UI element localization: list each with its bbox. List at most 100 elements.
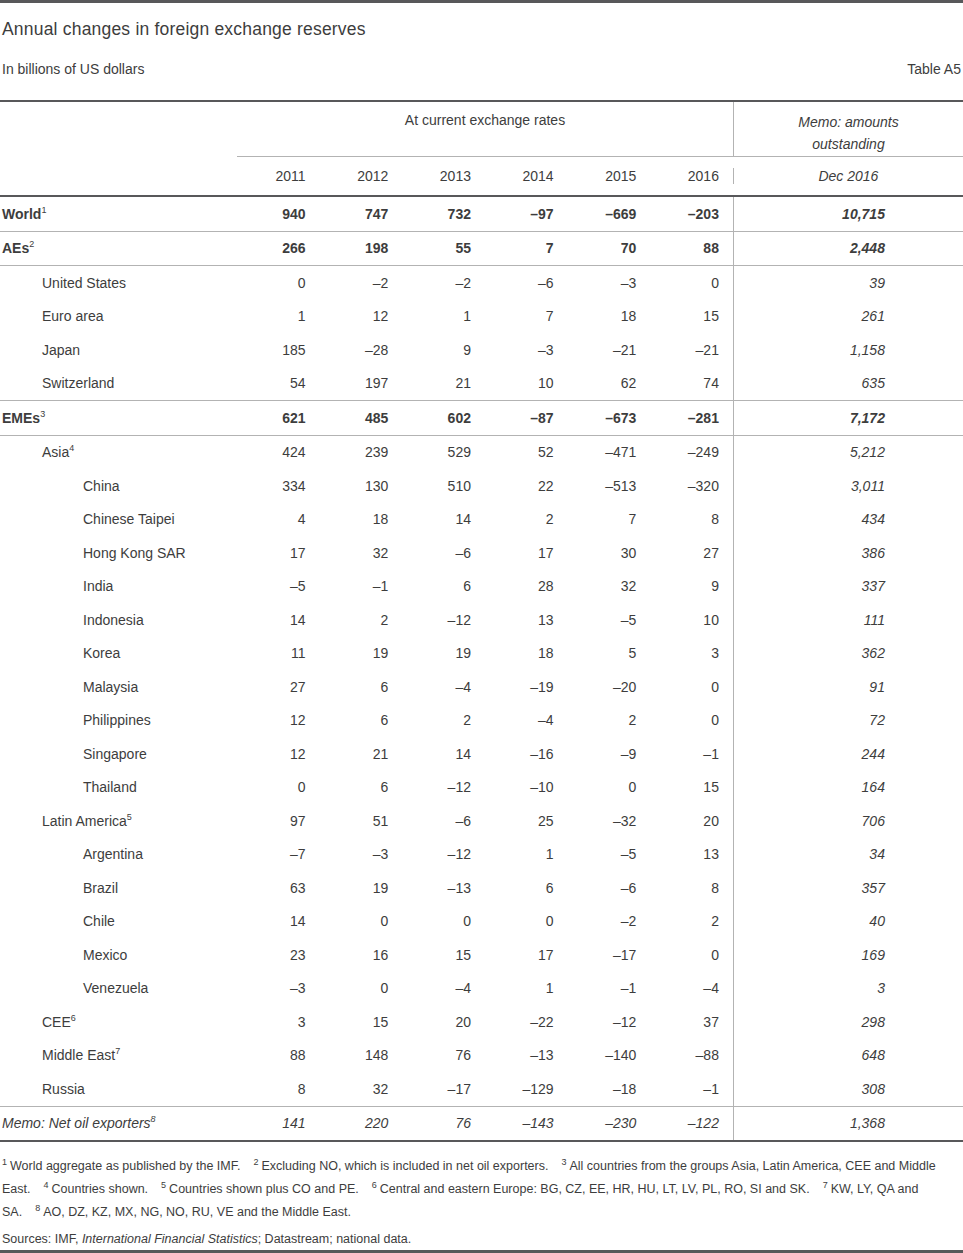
year-column-header: 2016	[650, 168, 733, 184]
value-cell: –4	[402, 980, 485, 996]
row-label: Russia	[0, 1081, 237, 1097]
group-header: At current exchange rates	[237, 102, 733, 128]
value-cell: –18	[568, 1081, 651, 1097]
footnote-marker: 8	[151, 1115, 156, 1125]
value-cell: 11	[237, 645, 320, 661]
value-cell: 12	[237, 746, 320, 762]
value-cell: 7	[485, 240, 568, 256]
value-cell: –4	[485, 712, 568, 728]
value-cell: –140	[568, 1047, 651, 1063]
value-cell: 32	[568, 578, 651, 594]
value-cell: 8	[650, 511, 733, 527]
value-cell: 2	[568, 712, 651, 728]
value-cell: –281	[650, 410, 733, 426]
value-cell: 97	[237, 813, 320, 829]
value-cell: 15	[320, 1014, 403, 1030]
value-cell: –19	[485, 679, 568, 695]
value-cell: 529	[402, 444, 485, 460]
value-cell: –13	[485, 1047, 568, 1063]
footnote-marker: 5	[127, 812, 132, 822]
value-cell: 424	[237, 444, 320, 460]
value-cell: 485	[320, 410, 403, 426]
table-row: Singapore122114–16–9–1244	[0, 737, 963, 771]
value-cell: 18	[568, 308, 651, 324]
value-cell: –12	[402, 846, 485, 862]
value-cell: –2	[320, 275, 403, 291]
row-label: China	[0, 478, 237, 494]
value-cell: –203	[650, 206, 733, 222]
year-header-row: 201120122013201420152016Dec 2016	[0, 157, 963, 197]
row-label: Switzerland	[0, 375, 237, 391]
memo-header-text: Memo: amounts outstanding	[763, 111, 935, 155]
value-cell: 2	[402, 712, 485, 728]
value-cell: 63	[237, 880, 320, 896]
value-cell: 51	[320, 813, 403, 829]
value-cell: 0	[568, 779, 651, 795]
value-cell: –21	[650, 342, 733, 358]
value-cell: –3	[320, 846, 403, 862]
footnote-number: 6	[372, 1180, 377, 1190]
year-column-header: 2013	[402, 168, 485, 184]
value-cell: –513	[568, 478, 651, 494]
memo-value-cell: 261	[733, 300, 963, 334]
value-cell: 1	[402, 308, 485, 324]
value-cell: 0	[320, 980, 403, 996]
table-row: Switzerland5419721106274635	[0, 367, 963, 402]
footnotes: 1World aggregate as published by the IMF…	[2, 1155, 961, 1224]
table-row: China33413051022–513–3203,011	[0, 469, 963, 503]
value-cell: 70	[568, 240, 651, 256]
value-cell: 15	[650, 779, 733, 795]
row-label: Argentina	[0, 846, 237, 862]
memo-value-cell: 10,715	[733, 197, 963, 231]
value-cell: –88	[650, 1047, 733, 1063]
row-label: India	[0, 578, 237, 594]
value-cell: 19	[402, 645, 485, 661]
value-cell: 18	[485, 645, 568, 661]
value-cell: –7	[237, 846, 320, 862]
value-cell: 32	[320, 1081, 403, 1097]
row-label: Malaysia	[0, 679, 237, 695]
value-cell: –4	[650, 980, 733, 996]
value-cell: 0	[650, 275, 733, 291]
value-cell: –249	[650, 444, 733, 460]
value-cell: –16	[485, 746, 568, 762]
value-cell: 266	[237, 240, 320, 256]
value-cell: 1	[485, 980, 568, 996]
value-cell: 198	[320, 240, 403, 256]
table-subtitle: In billions of US dollars	[2, 61, 144, 78]
footnote-number: 1	[2, 1157, 7, 1167]
value-cell: –6	[485, 275, 568, 291]
footnote-number: 4	[44, 1180, 49, 1190]
footnote-number: 5	[161, 1180, 166, 1190]
value-cell: 6	[320, 679, 403, 695]
table-row: CEE631520–22–1237298	[0, 1005, 963, 1039]
value-cell: 220	[320, 1115, 403, 1131]
value-cell: –4	[402, 679, 485, 695]
footnote: 1World aggregate as published by the IMF…	[2, 1159, 240, 1173]
value-cell: 18	[320, 511, 403, 527]
value-cell: –129	[485, 1081, 568, 1097]
memo-value-cell: 635	[733, 367, 963, 401]
memo-value-cell: 3	[733, 972, 963, 1006]
value-cell: –471	[568, 444, 651, 460]
table-row: Hong Kong SAR1732–6173027386	[0, 536, 963, 570]
row-label: Middle East7	[0, 1047, 237, 1063]
value-cell: –6	[402, 545, 485, 561]
memo-value-cell: 386	[733, 536, 963, 570]
table-row: India–5–1628329337	[0, 570, 963, 604]
value-cell: 239	[320, 444, 403, 460]
value-cell: 19	[320, 645, 403, 661]
value-cell: 6	[402, 578, 485, 594]
value-cell: 0	[650, 712, 733, 728]
value-cell: 10	[485, 375, 568, 391]
value-cell: 6	[485, 880, 568, 896]
value-cell: 25	[485, 813, 568, 829]
value-cell: 37	[650, 1014, 733, 1030]
value-cell: –32	[568, 813, 651, 829]
table-row: World1940747732–97–669–20310,715	[0, 197, 963, 232]
memo-value-cell: 1,368	[733, 1107, 963, 1141]
row-label: Indonesia	[0, 612, 237, 628]
footnote: 6Central and eastern Europe: BG, CZ, EE,…	[372, 1182, 810, 1196]
footnote-marker: 2	[29, 240, 34, 250]
value-cell: 7	[485, 308, 568, 324]
